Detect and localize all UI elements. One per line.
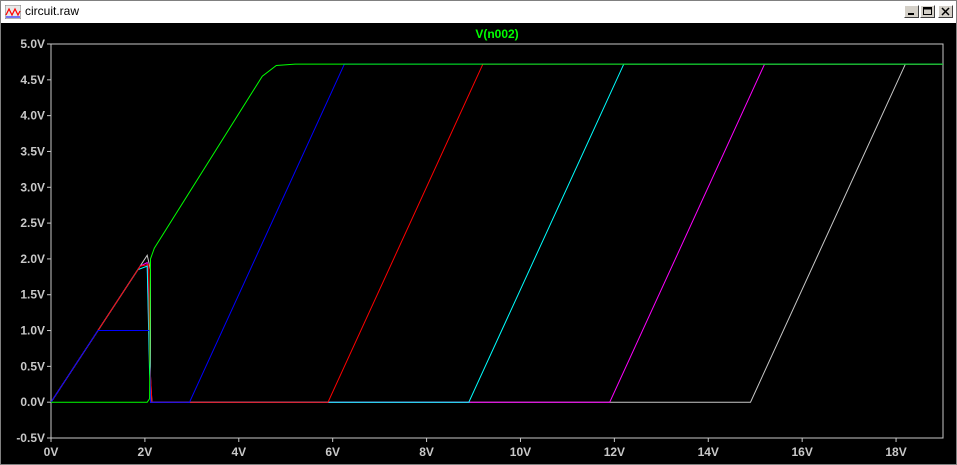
x-tick-label: 4V xyxy=(231,445,246,459)
x-axis: 0V 2V 4V 6V 8V 10V 12V 14V 16V 18V xyxy=(44,438,907,459)
y-tick-label: -0.5V xyxy=(16,431,45,445)
trace-line-5[interactable] xyxy=(51,63,943,403)
plot-canvas[interactable]: V(n002) 5.0V 4.5V 4.0V 3.5V 3.0V 2.5V 2.0V 1.5V… xyxy=(1,23,956,464)
title-bar[interactable]: circuit.raw xyxy=(1,1,956,24)
trace-line-0[interactable] xyxy=(50,63,943,403)
minimize-button[interactable] xyxy=(904,5,919,18)
y-axis: 5.0V 4.5V 4.0V 3.5V 3.0V 2.5V 2.0V 1.5V 1.0V 0.5V… xyxy=(16,37,51,445)
trace-line-4[interactable] xyxy=(50,63,943,403)
window-title: circuit.raw xyxy=(25,4,80,18)
minimize-icon xyxy=(908,13,914,15)
y-tick-label: 1.0V xyxy=(20,324,45,338)
traces xyxy=(50,63,943,403)
y-tick-label: 2.5V xyxy=(20,216,45,230)
trace-line-3[interactable] xyxy=(50,63,943,403)
close-icon xyxy=(941,7,950,16)
y-tick-label: 3.5V xyxy=(20,144,45,158)
x-tick-label: 16V xyxy=(791,445,812,459)
x-tick-label: 10V xyxy=(510,445,531,459)
trace-line-2[interactable] xyxy=(50,63,943,403)
maximize-icon xyxy=(923,7,932,15)
y-tick-label: 2.0V xyxy=(20,252,45,266)
x-tick-label: 14V xyxy=(698,445,719,459)
y-tick-label: 0.0V xyxy=(20,395,45,409)
x-tick-label: 18V xyxy=(885,445,906,459)
chart-title[interactable]: V(n002) xyxy=(475,27,518,41)
x-tick-label: 8V xyxy=(419,445,434,459)
x-tick-label: 2V xyxy=(138,445,153,459)
y-tick-label: 3.0V xyxy=(20,180,45,194)
waveform-viewer-icon xyxy=(5,5,21,19)
y-tick-label: 4.0V xyxy=(20,109,45,123)
y-tick-label: 4.5V xyxy=(20,73,45,87)
maximize-button[interactable] xyxy=(920,5,935,18)
x-tick-label: 12V xyxy=(604,445,625,459)
y-tick-label: 0.5V xyxy=(20,359,45,373)
close-button[interactable] xyxy=(938,5,953,18)
y-tick-label: 1.5V xyxy=(20,288,45,302)
plot-frame xyxy=(50,43,944,439)
x-tick-label: 0V xyxy=(44,445,59,459)
trace-line-1[interactable] xyxy=(50,63,943,403)
y-tick-label: 5.0V xyxy=(20,37,45,51)
plot-area[interactable]: V(n002) 5.0V 4.5V 4.0V 3.5V 3.0V 2.5V 2.0V 1.5V… xyxy=(1,23,956,464)
x-tick-label: 6V xyxy=(325,445,340,459)
